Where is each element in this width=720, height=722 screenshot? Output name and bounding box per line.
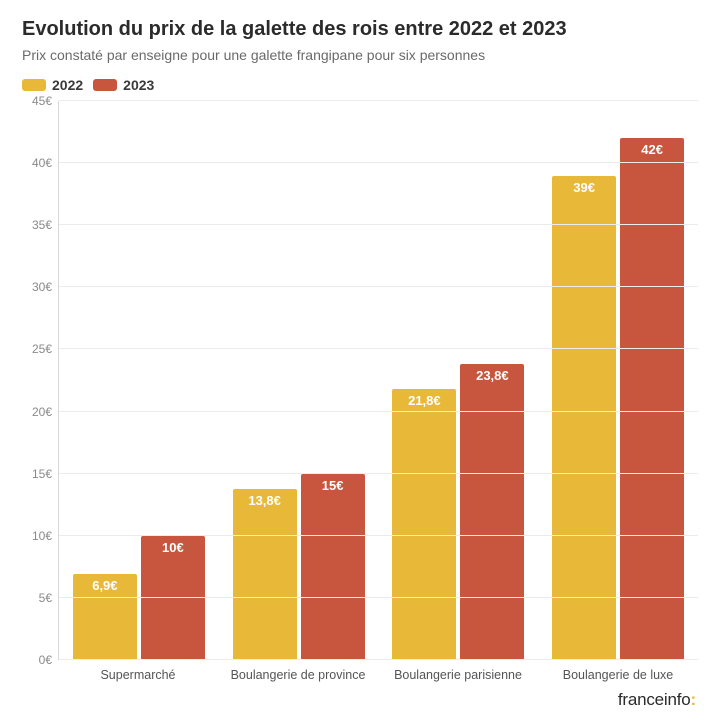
bar-value-label: 15€ bbox=[322, 478, 344, 493]
gridline bbox=[59, 659, 698, 660]
gridline bbox=[59, 535, 698, 536]
bar-value-label: 39€ bbox=[573, 180, 595, 195]
bar: 21,8€ bbox=[392, 389, 456, 660]
bar-value-label: 23,8€ bbox=[476, 368, 509, 383]
bar-value-label: 13,8€ bbox=[248, 493, 281, 508]
legend-label-2023: 2023 bbox=[123, 77, 154, 93]
bar: 23,8€ bbox=[460, 364, 524, 660]
plot: 6,9€ 10€ 13,8€ 15€ 21,8€ 23,8€ 39€ 42€ bbox=[58, 101, 698, 660]
bar-value-label: 42€ bbox=[641, 142, 663, 157]
legend-item-2023: 2023 bbox=[93, 77, 154, 93]
y-tick: 40€ bbox=[32, 156, 52, 170]
brand-colon: : bbox=[691, 690, 696, 709]
legend-swatch-2023 bbox=[93, 79, 117, 91]
y-tick: 20€ bbox=[32, 405, 52, 419]
bar-group: 13,8€ 15€ bbox=[219, 101, 379, 660]
chart-container: Evolution du prix de la galette des rois… bbox=[0, 0, 720, 722]
gridline bbox=[59, 473, 698, 474]
bar-value-label: 10€ bbox=[162, 540, 184, 555]
legend: 2022 2023 bbox=[22, 77, 698, 93]
chart-title: Evolution du prix de la galette des rois… bbox=[22, 18, 698, 41]
bar-group: 39€ 42€ bbox=[538, 101, 698, 660]
legend-item-2022: 2022 bbox=[22, 77, 83, 93]
bar: 13,8€ bbox=[233, 489, 297, 660]
brand-bold: info bbox=[664, 690, 691, 709]
gridline bbox=[59, 348, 698, 349]
x-axis: SupermarchéBoulangerie de provinceBoulan… bbox=[58, 668, 698, 682]
gridline bbox=[59, 411, 698, 412]
y-tick: 45€ bbox=[32, 94, 52, 108]
bar-group: 21,8€ 23,8€ bbox=[379, 101, 539, 660]
x-label: Boulangerie de province bbox=[218, 668, 378, 682]
x-label: Boulangerie de luxe bbox=[538, 668, 698, 682]
y-tick: 10€ bbox=[32, 529, 52, 543]
brand-light: france bbox=[618, 690, 664, 709]
y-tick: 15€ bbox=[32, 467, 52, 481]
bars-layer: 6,9€ 10€ 13,8€ 15€ 21,8€ 23,8€ 39€ 42€ bbox=[59, 101, 698, 660]
attribution: franceinfo: bbox=[22, 690, 698, 710]
bar: 10€ bbox=[141, 536, 205, 660]
legend-label-2022: 2022 bbox=[52, 77, 83, 93]
gridline bbox=[59, 100, 698, 101]
chart-subtitle: Prix constaté par enseigne pour une gale… bbox=[22, 47, 698, 63]
legend-swatch-2022 bbox=[22, 79, 46, 91]
y-tick: 35€ bbox=[32, 218, 52, 232]
gridline bbox=[59, 286, 698, 287]
bar: 42€ bbox=[620, 138, 684, 660]
y-tick: 30€ bbox=[32, 280, 52, 294]
gridline bbox=[59, 597, 698, 598]
bar: 39€ bbox=[552, 176, 616, 660]
y-axis: 0€5€10€15€20€25€30€35€40€45€ bbox=[22, 101, 58, 660]
y-tick: 5€ bbox=[39, 591, 52, 605]
x-label: Supermarché bbox=[58, 668, 218, 682]
chart-plot-area: 0€5€10€15€20€25€30€35€40€45€ 6,9€10€13,8… bbox=[22, 101, 698, 660]
y-tick: 25€ bbox=[32, 342, 52, 356]
gridline bbox=[59, 224, 698, 225]
bar-value-label: 6,9€ bbox=[92, 578, 117, 593]
bar: 15€ bbox=[301, 474, 365, 660]
bar: 6,9€ bbox=[73, 574, 137, 660]
bar-group: 6,9€ 10€ bbox=[59, 101, 219, 660]
bar-value-label: 21,8€ bbox=[408, 393, 441, 408]
x-label: Boulangerie parisienne bbox=[378, 668, 538, 682]
y-tick: 0€ bbox=[39, 653, 52, 667]
gridline bbox=[59, 162, 698, 163]
